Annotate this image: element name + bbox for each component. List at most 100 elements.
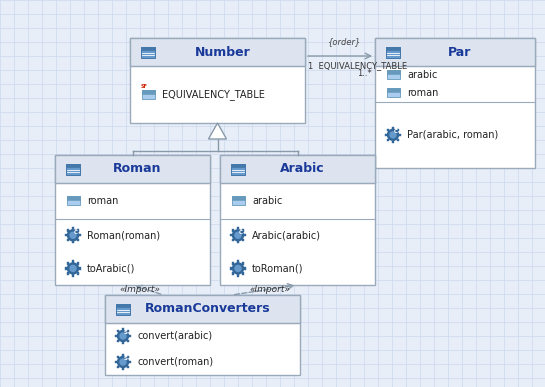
- Bar: [244, 234, 246, 236]
- Circle shape: [120, 333, 126, 339]
- Text: arabic: arabic: [407, 70, 438, 80]
- Bar: [220, 155, 375, 183]
- Bar: [129, 361, 131, 363]
- Bar: [397, 129, 399, 131]
- Text: C: C: [394, 129, 398, 134]
- Bar: [130, 38, 305, 66]
- Bar: [117, 356, 119, 358]
- Bar: [386, 70, 399, 79]
- Bar: [375, 38, 535, 66]
- Circle shape: [68, 230, 78, 241]
- Bar: [387, 129, 389, 131]
- Text: toArabic(): toArabic(): [87, 264, 135, 274]
- Text: C: C: [239, 230, 243, 235]
- Circle shape: [233, 230, 244, 241]
- Text: {order}: {order}: [328, 37, 362, 46]
- Text: S: S: [124, 356, 128, 361]
- Bar: [386, 88, 399, 92]
- Bar: [237, 227, 239, 229]
- Bar: [72, 274, 74, 277]
- Bar: [142, 90, 154, 94]
- Bar: [72, 241, 74, 243]
- Text: roman: roman: [407, 88, 438, 98]
- Bar: [232, 272, 234, 274]
- Circle shape: [70, 232, 76, 238]
- Text: Arabic: Arabic: [280, 163, 325, 175]
- Bar: [115, 361, 117, 363]
- Circle shape: [233, 263, 244, 274]
- Bar: [242, 262, 244, 265]
- Bar: [397, 139, 399, 141]
- Circle shape: [390, 132, 396, 138]
- Text: S: S: [124, 330, 128, 336]
- Bar: [65, 267, 67, 270]
- Bar: [399, 134, 401, 136]
- Bar: [232, 196, 245, 205]
- Text: 1  EQUIVALENCY_TABLE: 1 EQUIVALENCY_TABLE: [308, 61, 407, 70]
- Bar: [242, 272, 244, 274]
- Text: arabic: arabic: [252, 196, 282, 206]
- Bar: [232, 262, 234, 265]
- Circle shape: [70, 265, 76, 271]
- Bar: [105, 295, 300, 323]
- Circle shape: [235, 265, 241, 271]
- Bar: [116, 303, 130, 307]
- Bar: [72, 227, 74, 229]
- Text: «Import»: «Import»: [249, 286, 290, 295]
- Text: Roman(roman): Roman(roman): [87, 230, 160, 240]
- Bar: [242, 229, 244, 231]
- Text: Number: Number: [195, 46, 250, 58]
- Bar: [142, 90, 154, 99]
- Bar: [232, 229, 234, 231]
- Bar: [117, 340, 119, 342]
- Bar: [55, 155, 210, 183]
- Bar: [117, 330, 119, 332]
- Bar: [232, 196, 245, 200]
- Bar: [79, 267, 81, 270]
- Bar: [67, 272, 69, 274]
- Bar: [385, 134, 387, 136]
- Bar: [130, 38, 305, 123]
- Bar: [386, 46, 400, 58]
- Bar: [105, 295, 300, 375]
- Text: «Import»: «Import»: [119, 286, 160, 295]
- Bar: [77, 239, 79, 241]
- Bar: [122, 354, 124, 356]
- Bar: [244, 267, 246, 270]
- Circle shape: [120, 359, 126, 365]
- Bar: [386, 70, 399, 74]
- Bar: [115, 335, 117, 337]
- Bar: [387, 139, 389, 141]
- Bar: [77, 272, 79, 274]
- Bar: [66, 163, 80, 175]
- Bar: [237, 274, 239, 277]
- Bar: [237, 241, 239, 243]
- Bar: [237, 260, 239, 263]
- Text: Arabic(arabic): Arabic(arabic): [252, 230, 321, 240]
- Bar: [122, 342, 124, 344]
- Text: convert(arabic): convert(arabic): [137, 331, 212, 341]
- Bar: [67, 229, 69, 231]
- Bar: [127, 340, 129, 342]
- Bar: [127, 366, 129, 368]
- Text: convert(roman): convert(roman): [137, 357, 213, 367]
- Bar: [66, 196, 80, 200]
- Bar: [392, 127, 394, 129]
- Text: C: C: [74, 230, 78, 235]
- Bar: [66, 196, 80, 205]
- Text: Par(arabic, roman): Par(arabic, roman): [407, 130, 498, 140]
- Text: EQUIVALENCY_TABLE: EQUIVALENCY_TABLE: [162, 89, 265, 100]
- Bar: [116, 303, 130, 315]
- Bar: [129, 335, 131, 337]
- Bar: [79, 234, 81, 236]
- Text: Par: Par: [449, 46, 471, 58]
- Bar: [242, 239, 244, 241]
- Circle shape: [68, 263, 78, 274]
- Bar: [66, 163, 80, 167]
- Bar: [386, 88, 399, 97]
- Bar: [141, 46, 155, 58]
- Bar: [122, 328, 124, 330]
- Bar: [55, 155, 210, 285]
- Polygon shape: [209, 123, 227, 139]
- Bar: [141, 46, 155, 50]
